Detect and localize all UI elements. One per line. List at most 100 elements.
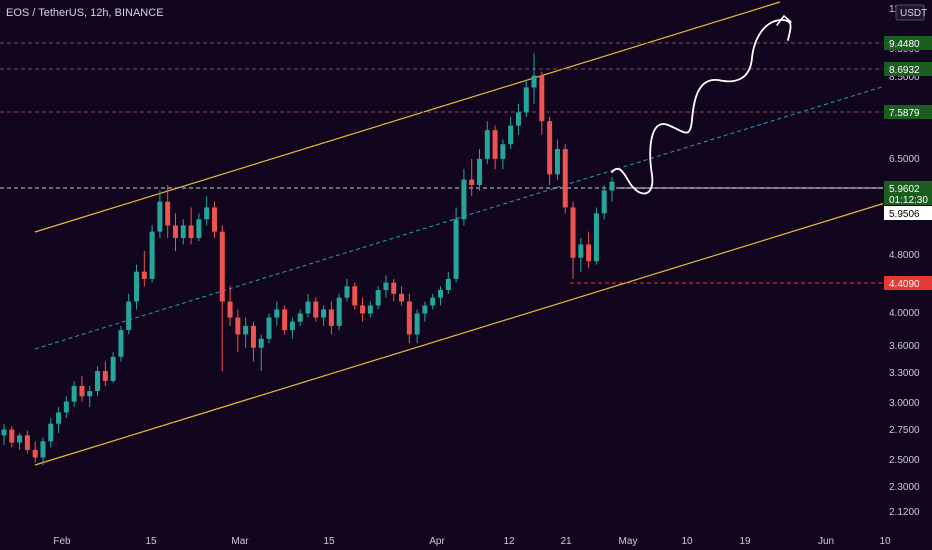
candle-body [250,325,256,348]
x-tick-label: Jun [818,536,834,547]
candle-body [336,297,342,326]
candle-body [79,385,85,397]
symbol-legend: EOS / TetherUS, 12h, BINANCE [6,7,164,19]
candle-body [352,286,358,306]
candle-body [430,297,436,306]
y-tick-label: 8.5000 [889,72,920,83]
channel-lower-line [34,202,886,466]
y-tick-label: 3.6000 [889,341,920,352]
y-tick-label: 2.5000 [889,455,920,466]
candle-body [586,244,592,262]
candle-body [95,371,101,392]
candle-body [196,219,202,238]
candle-body [17,435,23,443]
candle-body [134,271,140,302]
candle-body [289,321,295,331]
candle-body [266,317,272,339]
y-tick-label: 4.0000 [889,308,920,319]
candle-body [313,301,319,318]
candle-body [523,87,529,113]
candle-body [297,313,303,322]
price-axis: 119.50008.50006.50005.40004.80004.00003.… [883,0,932,520]
channel-upper-line [34,1,781,233]
candle-body [9,429,15,443]
candle-body [531,75,537,88]
candle-body [110,356,116,381]
candle-body [321,309,327,318]
x-tick-label: 10 [879,536,891,547]
currency-label: USDT [900,8,927,19]
forecast-drawing [611,14,792,195]
price-axis-bg [883,0,932,520]
candle-body [243,325,249,335]
price-level-lines [0,42,883,284]
candle-body [172,225,178,238]
price-badge-label: 5.9602 [889,184,920,195]
forecast-arrowhead [776,14,792,26]
x-tick-label: 15 [323,536,335,547]
x-tick-label: 10 [681,536,693,547]
candle-body [204,207,210,220]
candle-body [593,213,599,262]
candle-body [609,181,615,191]
candle-body [118,330,124,357]
channel-midline [34,85,886,350]
y-tick-label: 6.5000 [889,154,920,165]
candle-body [149,231,155,279]
x-tick-label: Mar [231,536,249,547]
candle-body [554,149,560,175]
y-tick-label: 3.3000 [889,368,920,379]
candle-body [375,290,381,306]
candle-body [508,125,514,145]
candle-body [360,305,366,314]
x-tick-label: Feb [53,536,71,547]
price-badge [884,276,932,290]
candle-body [211,207,217,232]
candle-body [515,112,521,126]
x-tick-label: Apr [429,536,445,547]
candle-body [63,401,69,413]
candle-body [48,423,54,442]
candle-body [157,201,163,232]
candle-body [102,371,108,381]
price-badge-countdown: 01:12:30 [889,195,928,206]
candle-body [492,130,498,159]
candle-body [126,301,132,331]
candle-body [141,271,147,279]
candle-body [165,201,171,226]
candle-body [461,179,467,220]
price-badge [884,181,932,205]
y-tick-label: 3.0000 [889,398,920,409]
candle-body [258,338,264,348]
time-axis: Feb 15 Mar 15 Apr 12 21 May 10 19 Jun 10 [53,536,891,547]
candle-body [438,290,444,298]
candle-body [539,75,545,122]
candle-body [453,219,459,279]
candle-body [445,278,451,291]
x-tick-label: May [619,536,638,547]
candle-body [32,449,38,458]
price-badge [884,105,932,119]
candle-body [344,286,350,298]
candle-body [399,293,405,302]
candle-body [71,385,77,402]
x-tick-label: 19 [739,536,751,547]
candle-body [406,301,412,335]
candle-body [391,282,397,294]
price-badge [884,206,932,220]
x-tick-label: 12 [503,536,515,547]
candle-body [328,309,334,326]
candle-body [305,301,311,314]
candles [1,53,615,466]
candle-body [188,225,194,238]
forecast-squiggle [611,19,792,195]
candle-body [570,207,576,258]
price-badge-label: 5.9506 [889,209,920,220]
price-badge-label: 9.4480 [889,39,920,50]
candle-body [469,179,475,185]
candle-body [219,231,225,302]
candle-body [547,121,553,175]
candle-body [367,305,373,314]
